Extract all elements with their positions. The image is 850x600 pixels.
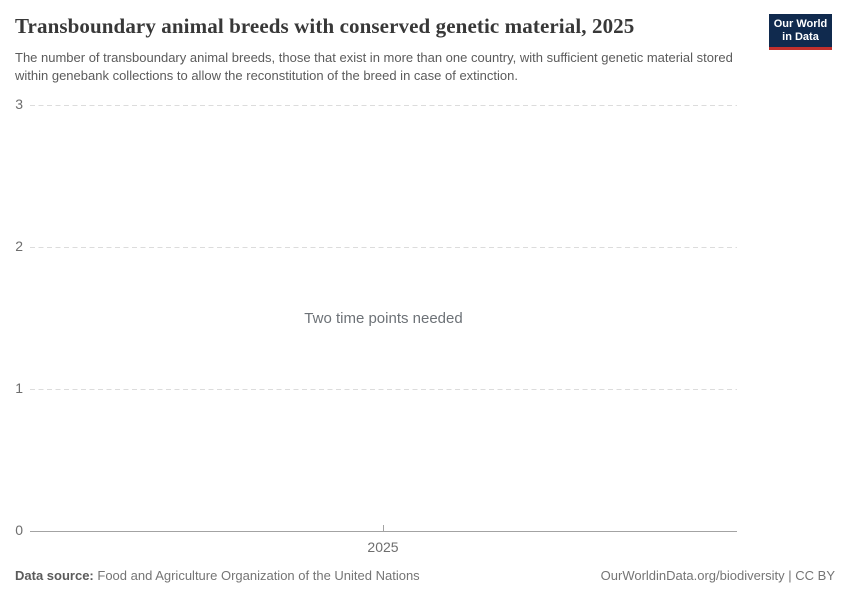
owid-logo-line1: Our World — [773, 17, 828, 30]
x-axis-tick-label: 2025 — [367, 539, 399, 555]
data-source-note: Data source: Food and Agriculture Organi… — [15, 568, 420, 583]
chart-subtitle: The number of transboundary animal breed… — [15, 50, 733, 83]
y-axis-tick-label: 3 — [15, 96, 23, 112]
attribution-link[interactable]: OurWorldinData.org/biodiversity | CC BY — [600, 568, 835, 583]
owid-logo[interactable]: Our World in Data — [769, 14, 832, 50]
gridline — [30, 389, 737, 390]
chart-footer: Data source: Food and Agriculture Organi… — [0, 568, 850, 583]
y-axis-tick-label: 1 — [15, 380, 23, 396]
page-title: Transboundary animal breeds with conserv… — [15, 14, 635, 38]
data-source-value: Food and Agriculture Organization of the… — [97, 568, 420, 583]
x-axis-line — [30, 531, 737, 532]
data-source-label: Data source: — [15, 568, 94, 583]
y-axis-tick-label: 0 — [15, 522, 23, 538]
chart-empty-message: Two time points needed — [304, 310, 463, 327]
x-axis-tick-mark — [383, 525, 384, 531]
gridline — [30, 247, 737, 248]
owid-logo-line2: in Data — [782, 30, 819, 43]
gridline — [30, 105, 737, 106]
y-axis-tick-label: 2 — [15, 238, 23, 254]
